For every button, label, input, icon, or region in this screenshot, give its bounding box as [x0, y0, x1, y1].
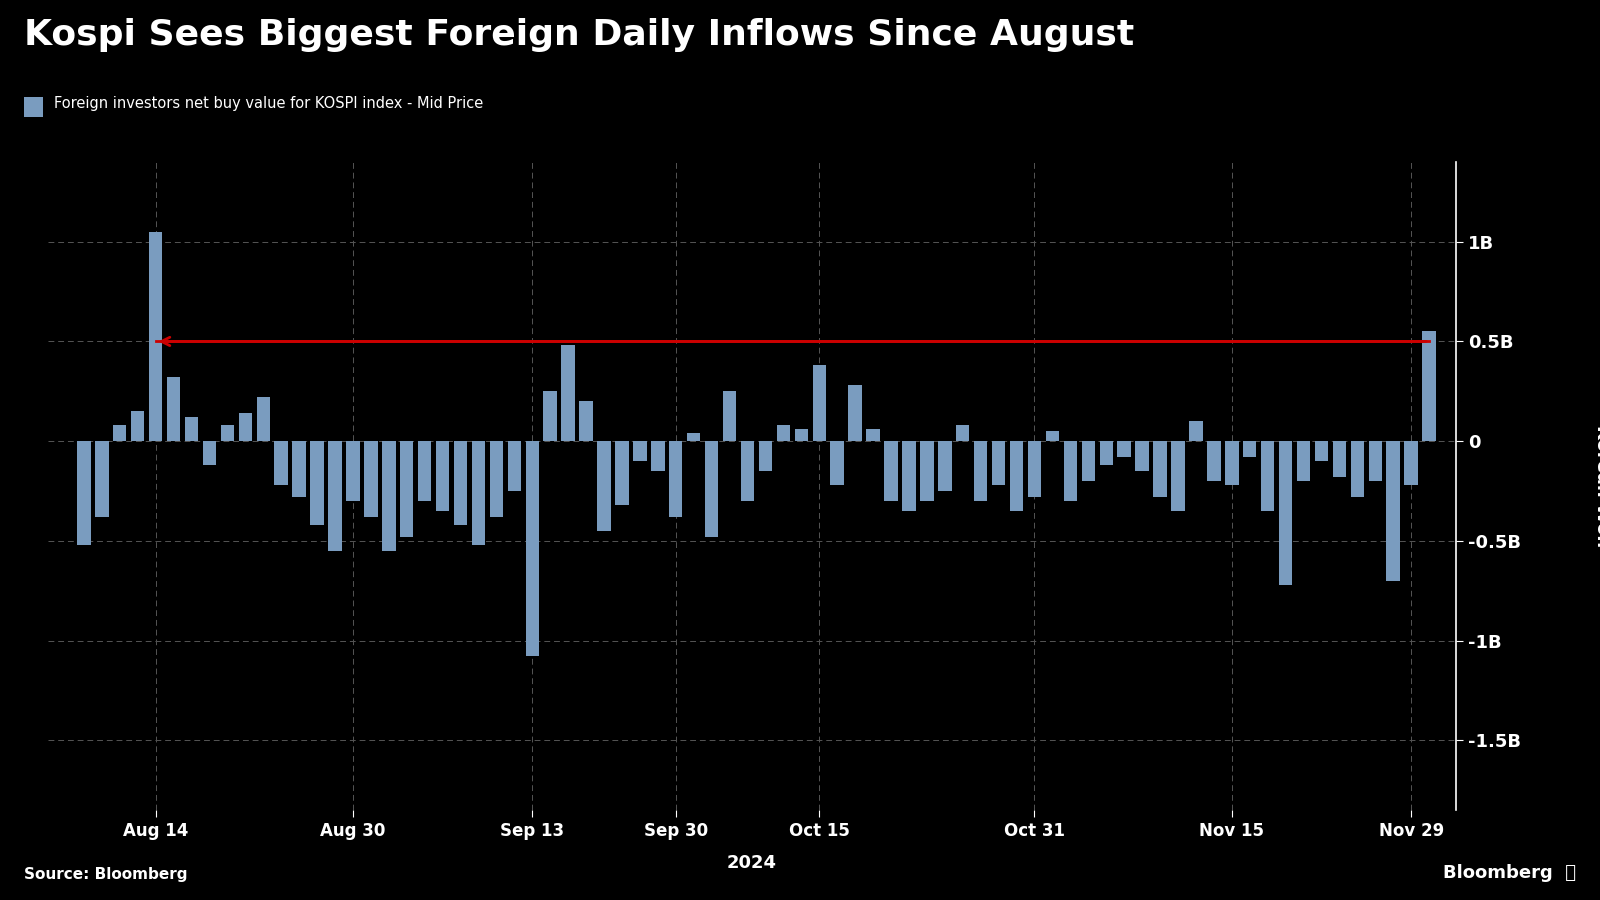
Bar [706, 441, 718, 536]
Bar [346, 441, 360, 501]
Bar [149, 232, 162, 441]
Bar [562, 346, 574, 441]
Bar [435, 441, 450, 511]
Bar [1243, 441, 1256, 457]
Bar [813, 365, 826, 441]
Bar [776, 425, 790, 441]
Bar [1189, 421, 1203, 441]
Bar [1082, 441, 1094, 481]
Bar [94, 441, 109, 517]
Bar [597, 441, 611, 531]
Bar [1278, 441, 1293, 585]
Bar [275, 441, 288, 485]
Bar [1261, 441, 1274, 511]
Bar [579, 401, 594, 441]
Bar [1315, 441, 1328, 461]
Bar [310, 441, 323, 525]
Bar [957, 425, 970, 441]
Bar [1154, 441, 1166, 497]
Bar [400, 441, 413, 536]
Bar [1226, 441, 1238, 485]
Bar [1136, 441, 1149, 471]
Bar [1405, 441, 1418, 485]
Bar [1064, 441, 1077, 501]
Bar [221, 425, 234, 441]
Bar [328, 441, 342, 551]
Bar [920, 441, 934, 501]
Bar [238, 413, 253, 441]
Bar [938, 441, 952, 491]
Bar [472, 441, 485, 544]
Bar [992, 441, 1005, 485]
Bar [418, 441, 432, 501]
Bar [758, 441, 773, 471]
Bar [1206, 441, 1221, 481]
Bar [1387, 441, 1400, 580]
Bar [1046, 431, 1059, 441]
Bar [669, 441, 683, 517]
Bar [1368, 441, 1382, 481]
Bar [1350, 441, 1365, 497]
Bar [114, 425, 126, 441]
Bar [490, 441, 502, 517]
Bar [616, 441, 629, 505]
Bar [131, 411, 144, 441]
X-axis label: 2024: 2024 [726, 854, 778, 872]
Text: Bloomberg  ⓘ: Bloomberg ⓘ [1443, 864, 1576, 882]
Bar [866, 429, 880, 441]
Bar [634, 441, 646, 461]
Text: Foreign investors net buy value for KOSPI index - Mid Price: Foreign investors net buy value for KOSP… [54, 96, 483, 111]
Bar [651, 441, 664, 471]
Bar [1099, 441, 1114, 465]
Bar [507, 441, 522, 491]
Bar [1298, 441, 1310, 481]
Bar [723, 392, 736, 441]
Bar [974, 441, 987, 501]
Bar [382, 441, 395, 551]
Bar [830, 441, 843, 485]
Bar [1010, 441, 1024, 511]
Bar [184, 418, 198, 441]
Bar [686, 433, 701, 441]
Bar [1027, 441, 1042, 497]
Bar [365, 441, 378, 517]
Bar [741, 441, 754, 501]
Bar [795, 429, 808, 441]
Bar [1333, 441, 1346, 477]
Text: Kospi Sees Biggest Foreign Daily Inflows Since August: Kospi Sees Biggest Foreign Daily Inflows… [24, 18, 1134, 52]
Bar [902, 441, 915, 511]
Bar [77, 441, 91, 544]
Bar [166, 377, 181, 441]
Bar [885, 441, 898, 501]
Bar [256, 397, 270, 441]
Bar [525, 441, 539, 656]
Text: Source: Bloomberg: Source: Bloomberg [24, 867, 187, 882]
Bar [1422, 331, 1435, 441]
Bar [293, 441, 306, 497]
Bar [848, 385, 862, 441]
Bar [454, 441, 467, 525]
Bar [544, 392, 557, 441]
Y-axis label: Korean Won: Korean Won [1594, 425, 1600, 547]
Bar [1117, 441, 1131, 457]
Bar [1171, 441, 1184, 511]
Bar [203, 441, 216, 465]
